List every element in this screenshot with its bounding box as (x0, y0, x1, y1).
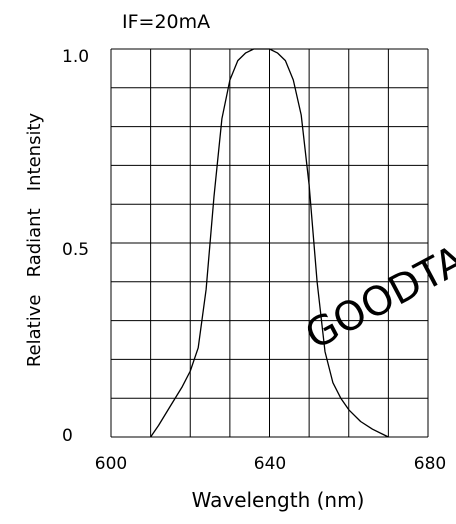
y-axis-label: Relative Radiant Intensity (24, 112, 45, 367)
plot-grid (110, 48, 429, 438)
x-tick-label: 600 (95, 454, 127, 474)
x-axis-label: Wavelength (nm) (192, 488, 365, 512)
y-tick-label: 0 (62, 426, 73, 446)
x-tick-label: 640 (254, 454, 286, 474)
watermark-text: GOODTA (298, 236, 456, 358)
condition-label: IF=20mA (122, 11, 210, 33)
spectrum-curve (150, 48, 389, 438)
y-tick-label: 0.5 (62, 240, 89, 260)
plot-series (150, 48, 389, 438)
y-tick-label: 1.0 (62, 47, 89, 67)
x-tick-label: 680 (414, 454, 446, 474)
